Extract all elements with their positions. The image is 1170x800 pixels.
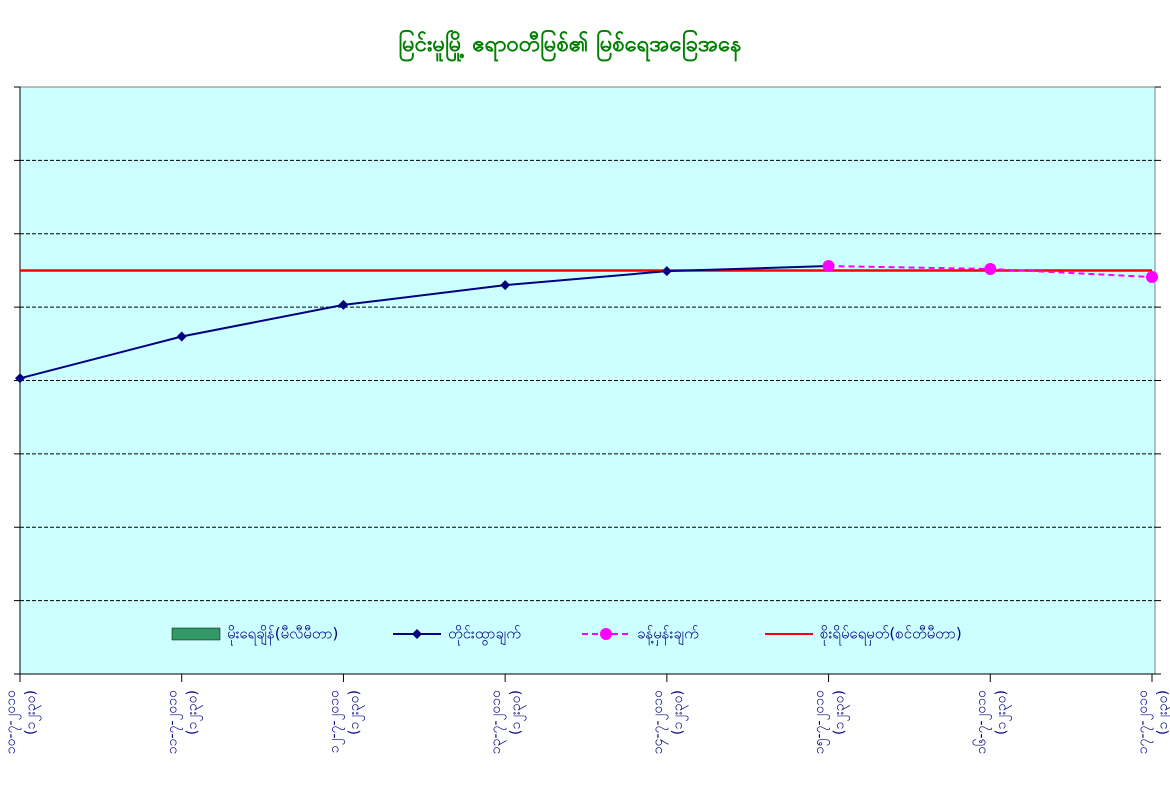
x-tick-time: (၁၂း၃၀): [23, 690, 41, 735]
x-tick-label: ၁၅-၇-၂၀၁၀: [812, 690, 830, 754]
x-tick-time: (၁၂း၃၀): [1155, 690, 1170, 735]
x-tick-time: (၁၂း၃၀): [508, 690, 526, 735]
legend-label: စိုးရိမ်ရေမှတ်(စင်တီမီတာ): [820, 625, 962, 646]
x-tick-label: ၁၇-၇-၂၀၁၀: [1135, 690, 1153, 754]
x-tick-label: ၁၀-၇-၂၀၁၀: [3, 690, 21, 754]
x-tick-time: (၁၂း၃၀): [670, 690, 688, 735]
legend-marker: [600, 628, 612, 640]
legend-label: တိုင်းထွာချက်: [448, 625, 521, 646]
chart-title: မြင်းမူမြို့ ဧရာဝတီမြစ်၏ မြစ်ရေအခြေအနေ: [398, 29, 741, 62]
x-tick-label: ၁၃-၇-၂၀၁၀: [488, 690, 506, 754]
x-tick-time: (၁၂း၃၀): [993, 690, 1011, 735]
x-tick-label: ၁၂-၇-၂၀၁၀: [326, 690, 344, 753]
legend-swatch: [171, 627, 221, 641]
point: [338, 299, 349, 310]
x-tick-label: ၁၄-၇-၂၀၁၀: [650, 690, 668, 754]
point: [176, 331, 187, 342]
series-line: [19, 265, 829, 380]
x-tick-label: ၁၁-၇-၂၀၁၀: [165, 690, 183, 754]
point: [500, 280, 511, 291]
point: [984, 262, 997, 275]
point: [822, 260, 835, 273]
x-tick-label: ၁၆-၇-၂၀၁၀: [973, 690, 991, 754]
point: [15, 373, 25, 384]
x-tick-time: (၁၂း၃၀): [346, 690, 364, 735]
point: [661, 266, 672, 277]
point: [1146, 271, 1158, 284]
x-tick-time: (၁၂း၃၀): [185, 690, 203, 735]
legend-marker: [412, 629, 422, 639]
legend-label: မိုးရေချိန်(မီလီမီတာ): [227, 625, 338, 646]
x-tick-time: (၁၂း၃၀): [832, 690, 850, 735]
legend-label: ခန့်မှန်းချက်: [637, 625, 699, 646]
